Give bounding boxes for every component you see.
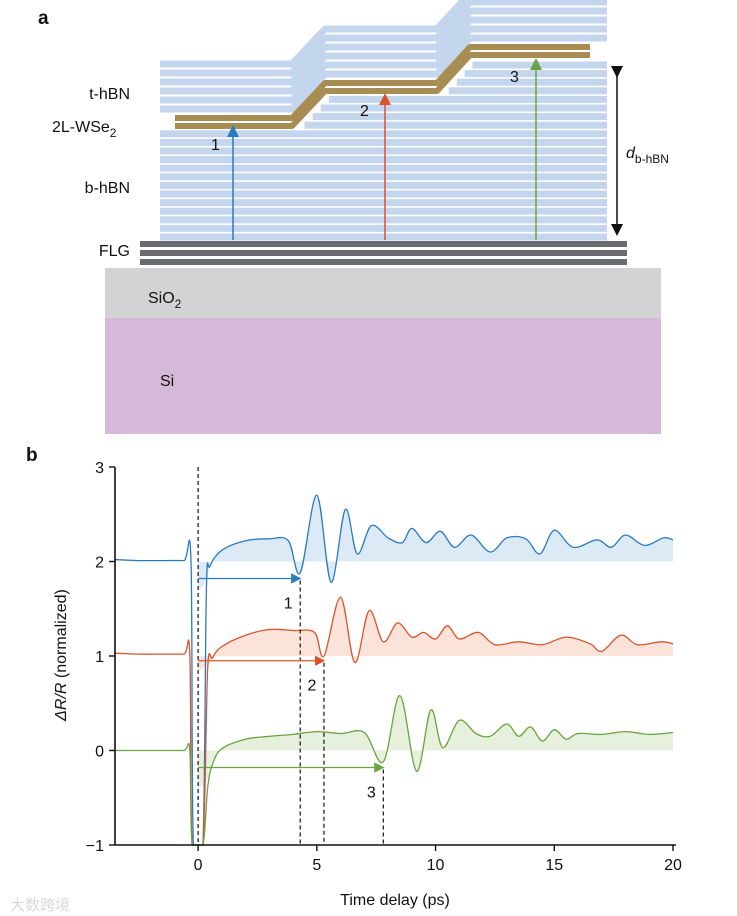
flg-layer-3 <box>140 259 627 265</box>
b-hbn-sheet <box>328 95 607 103</box>
y-axis-title-suffix: (normalized) <box>53 589 70 682</box>
b-hbn-label: b-hBN <box>85 180 130 197</box>
thickness-label: db-hBN <box>626 145 669 166</box>
device-schematic: a t-hBN 2L-WSe2 b-hBN FLG SiO2 Si 1 2 3 … <box>38 0 669 434</box>
flg-layer-1 <box>140 241 627 247</box>
series-1-fill <box>198 495 673 590</box>
b-hbn-sheet <box>160 216 607 224</box>
b-hbn-sheet <box>320 104 607 112</box>
watermark: 大数跨境 <box>10 896 70 914</box>
x-axis-title: Time delay (ps) <box>340 892 450 909</box>
t-hbn-sheet <box>160 16 607 95</box>
t-hbn-sheet <box>160 7 607 86</box>
b-hbn-sheet <box>160 199 607 207</box>
y-tick-label: 3 <box>95 460 104 477</box>
thickness-label-symbol: d <box>626 145 636 162</box>
b-hbn-sheet <box>160 207 607 215</box>
b-hbn-sheet <box>456 78 607 86</box>
sio2-label-text: SiO <box>148 290 175 307</box>
y-axis-title-symbol: ΔR/R <box>53 682 70 722</box>
b-hbn-sheet <box>160 173 607 181</box>
b-hbn-sheet <box>160 190 607 198</box>
sio2-label-subscript: 2 <box>175 297 182 311</box>
panel-b-label: b <box>26 445 38 466</box>
b-hbn-sheet <box>160 224 607 232</box>
arrow-label-2: 2 <box>360 103 369 120</box>
y-axis-title: ΔR/R (normalized) <box>53 589 70 722</box>
t-hbn-sheet <box>160 0 469 68</box>
x-tick-label: 10 <box>427 857 445 874</box>
y-tick-label: 0 <box>95 744 104 761</box>
arrow-label-3: 3 <box>510 69 519 86</box>
t-hbn-label: t-hBN <box>89 86 130 103</box>
b-hbn-sheet <box>160 233 607 241</box>
b-hbn-sheet <box>160 130 607 138</box>
t-hbn-sheet <box>160 0 607 77</box>
series-3-fill <box>198 695 673 789</box>
wse2-label: 2L-WSe2 <box>52 119 117 140</box>
series-2-fill <box>198 597 673 671</box>
wse2-sheet <box>175 44 590 121</box>
t-hbn-sheet <box>160 34 607 113</box>
x-tick-label: 20 <box>664 857 682 874</box>
si-layer <box>105 318 661 434</box>
b-hbn-sheet <box>312 113 607 121</box>
wse2-label-subscript: 2 <box>110 126 117 140</box>
b-hbn-sheet <box>160 181 607 189</box>
flg-layer-2 <box>140 250 627 256</box>
flg-label: FLG <box>99 243 130 260</box>
thickness-label-subscript: b-hBN <box>635 152 669 166</box>
b-hbn-sheet <box>304 121 607 129</box>
b-hbn-sheet <box>160 164 607 172</box>
x-tick-label: 0 <box>194 857 203 874</box>
b-hbn-sheet <box>160 156 607 164</box>
si-label: Si <box>160 373 174 390</box>
b-hbn-sheet <box>448 87 607 95</box>
arrow-label-1: 1 <box>211 137 220 154</box>
b-hbn-sheet <box>160 138 607 146</box>
sio2-label: SiO2 <box>148 290 182 311</box>
sio2-layer <box>105 268 661 318</box>
y-tick-label: 1 <box>95 649 104 666</box>
t-hbn-sheet <box>160 25 607 104</box>
panel-a-label: a <box>38 8 49 29</box>
transit-label-3: 3 <box>367 785 376 802</box>
wse2-sheet <box>175 52 590 129</box>
transit-label-1: 1 <box>284 596 293 613</box>
x-tick-label: 5 <box>312 857 321 874</box>
wse2-label-text: 2L-WSe <box>52 119 110 136</box>
y-tick-label: 2 <box>95 555 104 572</box>
transit-label-2: 2 <box>308 678 317 695</box>
b-hbn-sheet <box>160 147 607 155</box>
y-tick-label: −1 <box>86 838 104 855</box>
x-tick-label: 15 <box>545 857 563 874</box>
